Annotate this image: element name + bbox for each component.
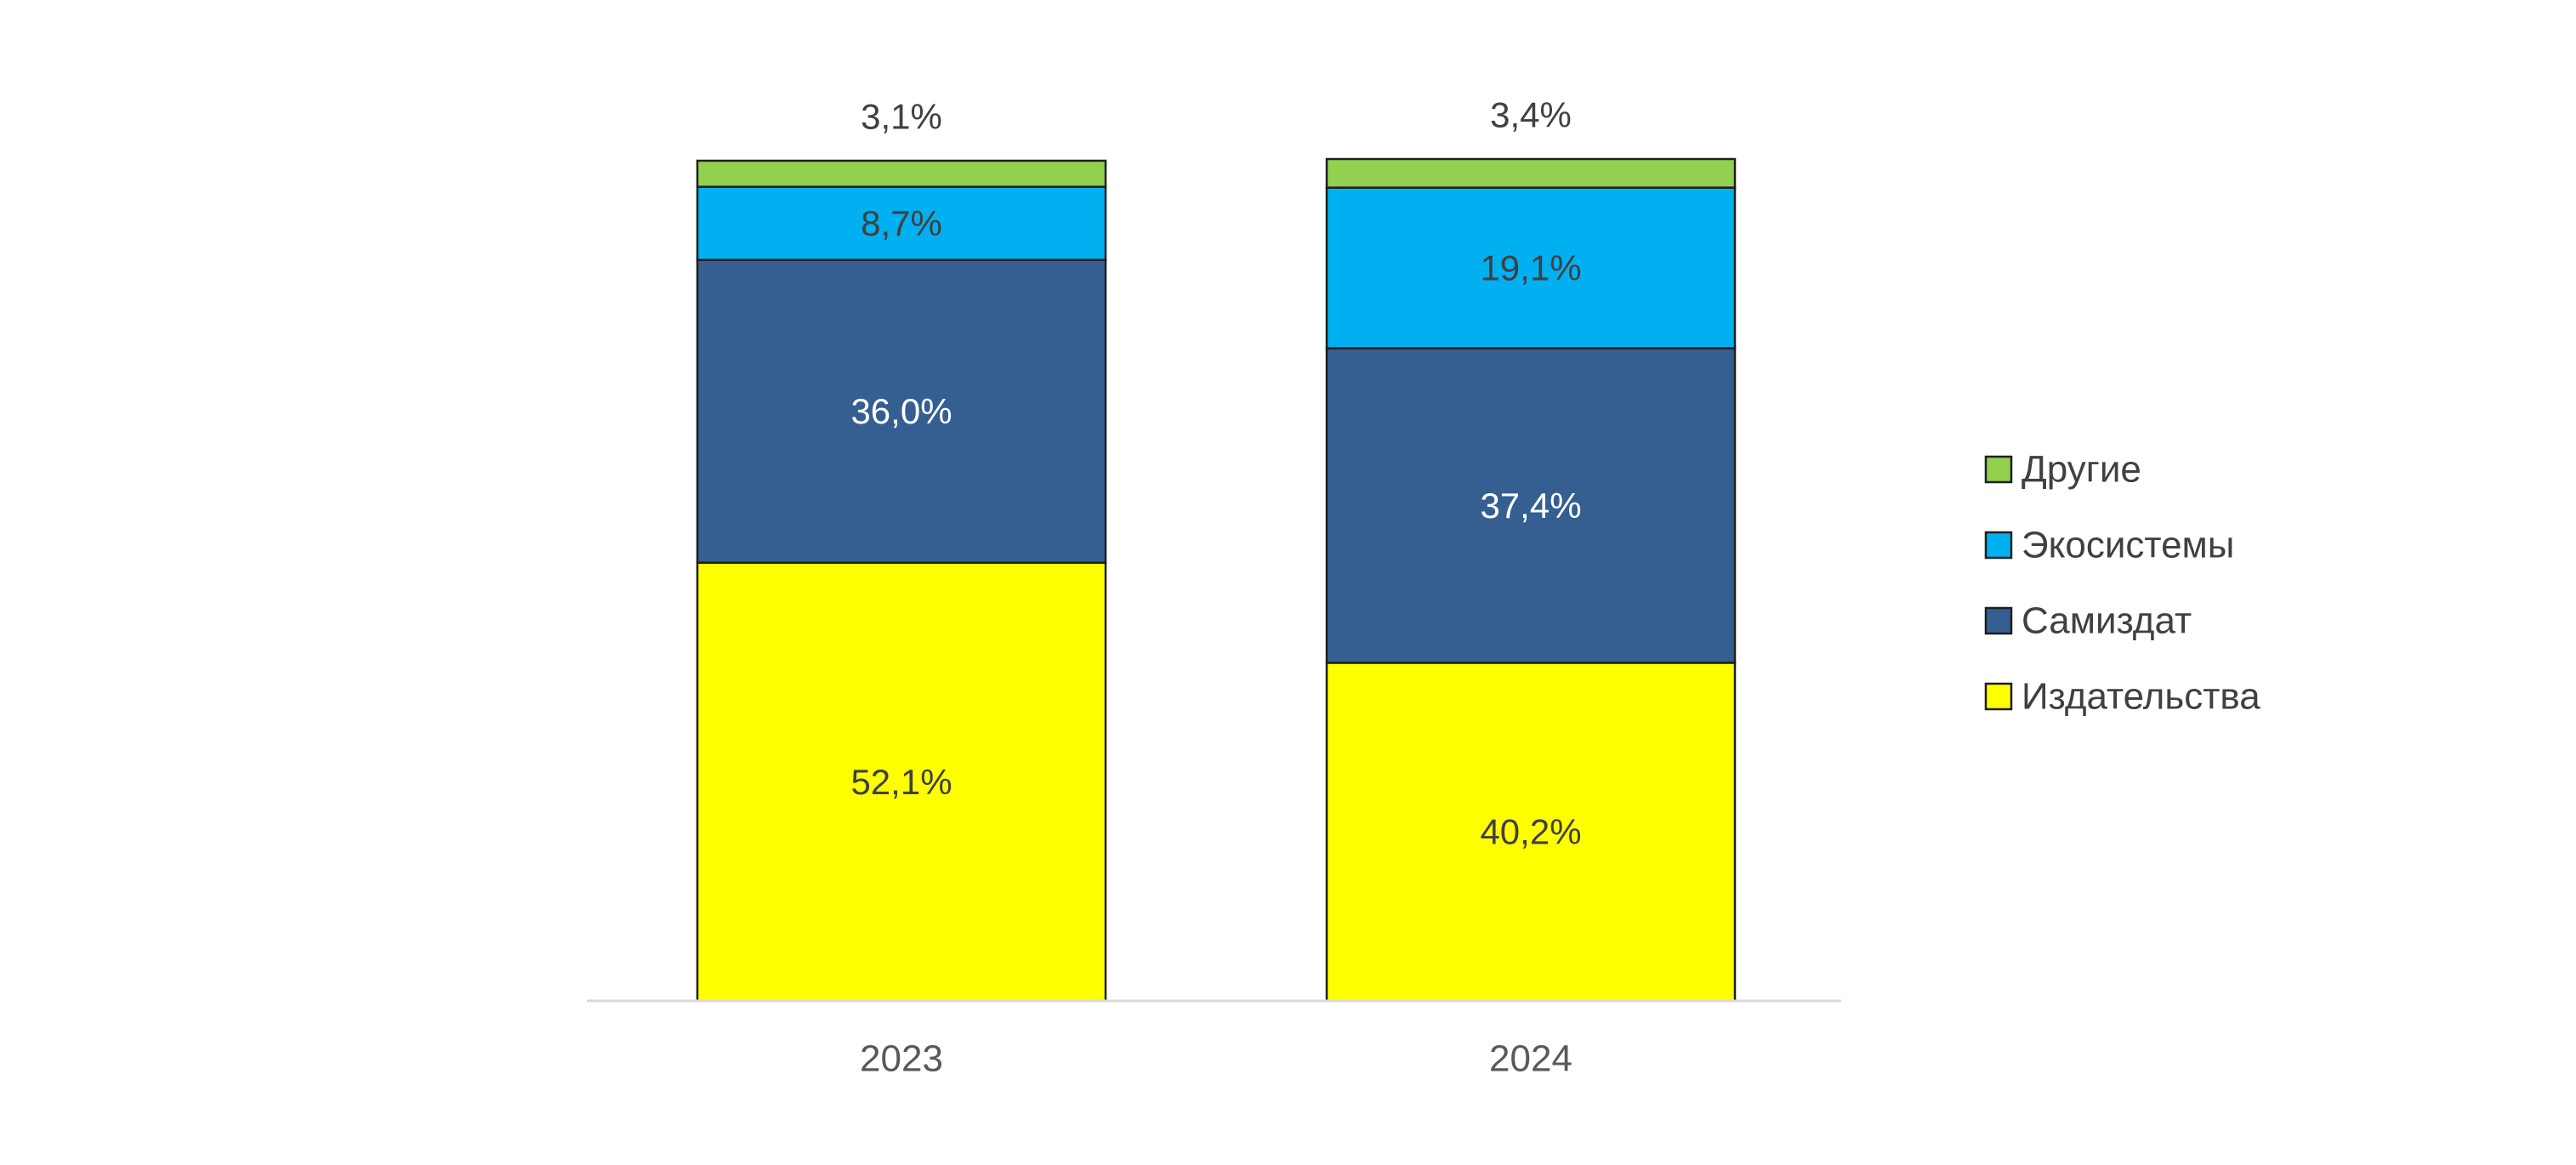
legend-label: Самиздат	[2022, 600, 2192, 642]
legend-item: Издательства	[1984, 676, 2260, 718]
bar-segment	[1325, 662, 1737, 1003]
bar-segment	[1325, 157, 1737, 189]
legend: Другие Экосистемы Самиздат Издательства	[1984, 449, 2260, 718]
bar-segment	[1325, 186, 1737, 350]
data-label: 3,4%	[1490, 95, 1572, 135]
legend-swatch	[1984, 455, 2013, 484]
bar-segment	[696, 561, 1107, 1003]
legend-swatch	[1984, 606, 2013, 635]
legend-item: Экосистемы	[1984, 525, 2234, 566]
data-label: 8,7%	[861, 203, 942, 243]
legend-label: Издательства	[2022, 676, 2260, 718]
legend-item: Самиздат	[1984, 600, 2192, 642]
legend-label: Другие	[2022, 449, 2141, 491]
legend-item: Другие	[1984, 449, 2141, 491]
bars-layer	[696, 157, 1737, 1003]
data-label: 40,2%	[1480, 812, 1581, 852]
data-label: 36,0%	[850, 391, 952, 431]
bar-segment	[696, 159, 1107, 188]
legend-swatch	[1984, 682, 2013, 711]
data-label: 19,1%	[1480, 248, 1581, 288]
data-label: 52,1%	[850, 762, 952, 802]
bar-segment	[1325, 347, 1737, 664]
bar-segment	[696, 259, 1107, 564]
x-tick-label: 2023	[860, 1038, 943, 1080]
legend-swatch	[1984, 531, 2013, 560]
x-tick-label: 2024	[1489, 1038, 1572, 1080]
labels-layer: 52,1% 36,0% 8,7% 3,1% 2023 40,2% 37,4% 19,1% 3,4…	[850, 95, 1581, 1080]
legend-label: Экосистемы	[2022, 525, 2234, 566]
data-label: 37,4%	[1480, 486, 1581, 526]
data-label: 3,1%	[861, 96, 942, 136]
